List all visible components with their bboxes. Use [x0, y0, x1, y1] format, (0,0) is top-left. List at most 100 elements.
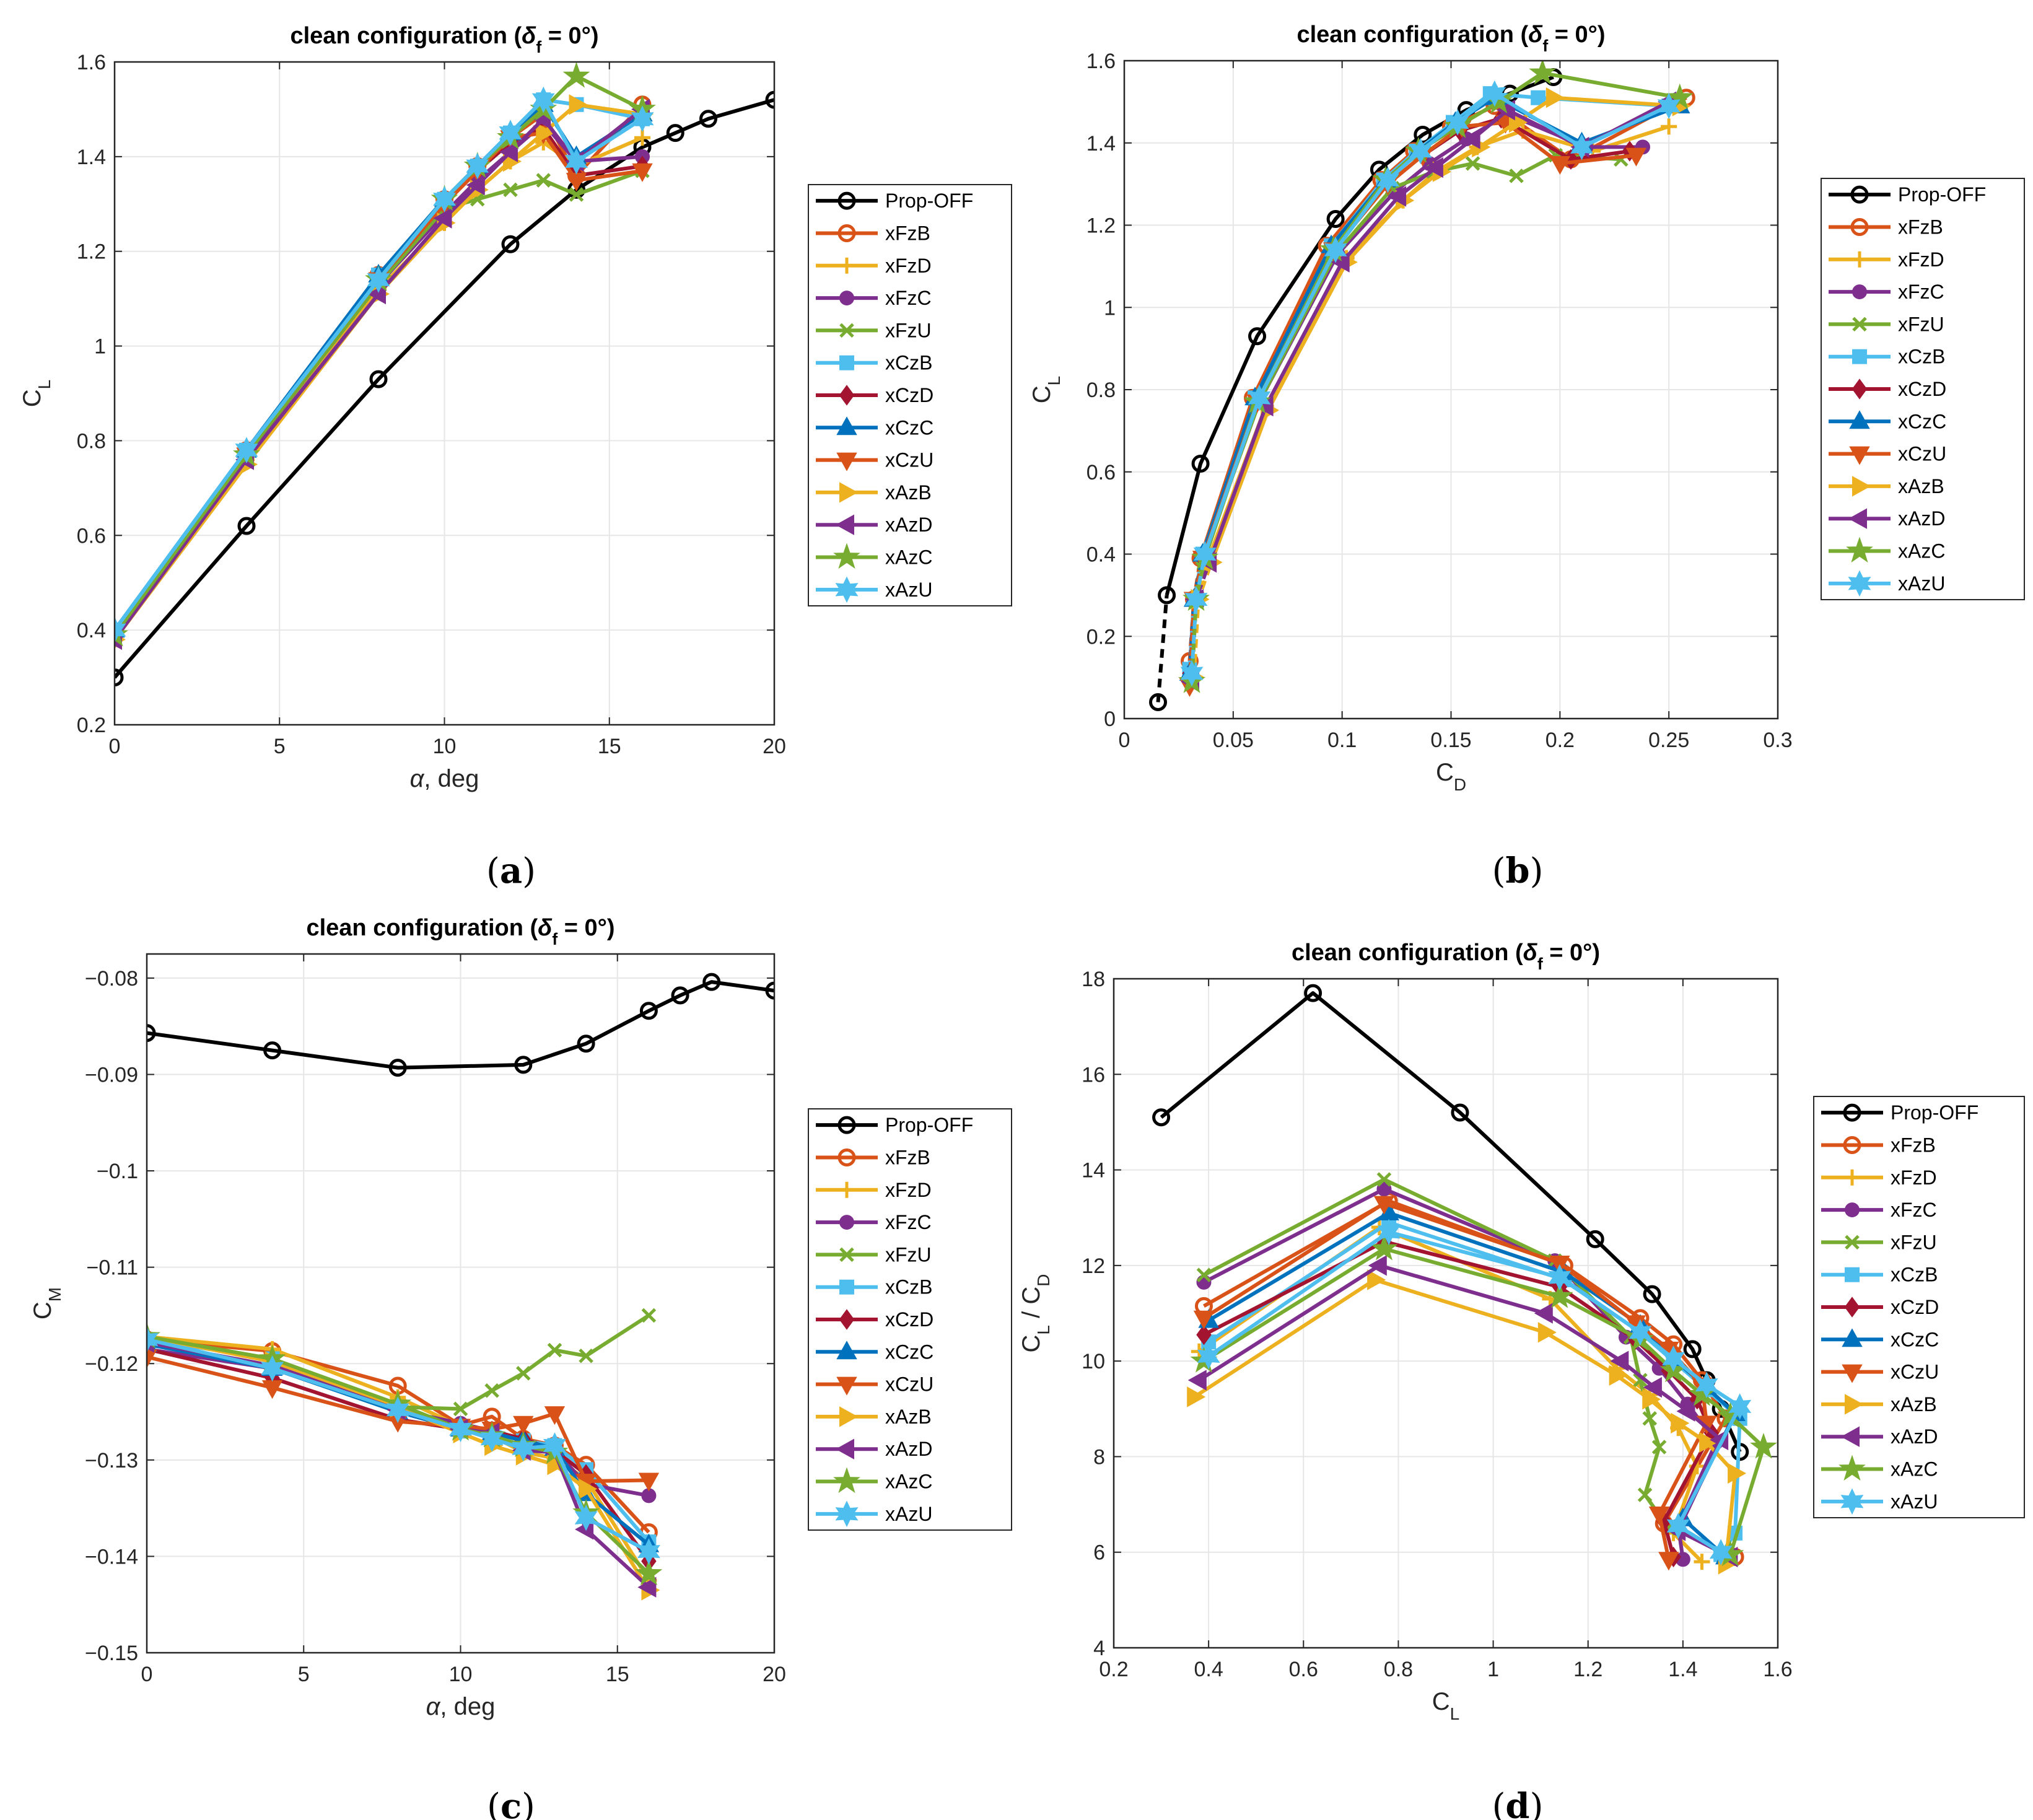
- legend-label: xFzD: [885, 255, 932, 277]
- legend-item-xAzD: xAzD: [1829, 507, 1945, 530]
- data-point: [639, 1002, 658, 1020]
- data-point: [1671, 1412, 1690, 1434]
- data-point: [1424, 157, 1443, 178]
- data-point: [765, 981, 774, 1000]
- y-tick-label: 1.4: [1086, 132, 1116, 155]
- x-tick-label: 0.4: [1194, 1658, 1223, 1681]
- legend-marker: [837, 1116, 856, 1134]
- legend-label: xFzC: [885, 1211, 932, 1233]
- y-tick-label: 16: [1082, 1063, 1105, 1087]
- x-tick-label: 0: [109, 735, 121, 758]
- legend-label: xFzC: [1898, 281, 1944, 303]
- legend-marker: [1842, 1364, 1863, 1383]
- y-tick-label: 14: [1082, 1159, 1105, 1183]
- legend-item-xAzD: xAzD: [1821, 1425, 1938, 1448]
- legend-marker: [1846, 536, 1873, 563]
- data-point: [1196, 1267, 1212, 1283]
- legend-marker: [1844, 1169, 1860, 1186]
- legend-label: xCzC: [1891, 1328, 1939, 1350]
- data-point: [1409, 138, 1432, 165]
- legend-marker: [1840, 1426, 1860, 1447]
- y-tick-label: −0.14: [85, 1545, 138, 1568]
- legend-label: xAzB: [885, 481, 932, 504]
- data-point: [531, 86, 555, 113]
- data-point: [147, 1349, 157, 1368]
- data-point: [666, 124, 684, 142]
- legend-label: xAzB: [1891, 1393, 1937, 1415]
- data-point: [1248, 327, 1267, 346]
- legend-marker: [837, 1148, 856, 1166]
- x-tick-label: 10: [433, 735, 457, 758]
- data-point: [1370, 1234, 1398, 1261]
- legend-item-xCzD: xCzD: [1821, 1296, 1939, 1318]
- legend-marker: [1849, 446, 1870, 465]
- legend-item-xAzC: xAzC: [816, 543, 932, 569]
- x-axis-label: α, deg: [426, 1693, 496, 1720]
- legend-label: xAzC: [885, 1471, 932, 1493]
- legend-label: xAzB: [1898, 475, 1944, 497]
- y-tick-label: −0.11: [86, 1256, 138, 1280]
- data-point: [1451, 1103, 1469, 1122]
- panel-label: (c): [487, 1786, 535, 1820]
- data-point: [638, 1472, 660, 1492]
- y-tick-label: 12: [1082, 1254, 1105, 1278]
- x-axis-label: CD: [1436, 759, 1466, 794]
- x-axis-label: α, deg: [410, 765, 479, 792]
- axes-box: [1123, 59, 1779, 720]
- legend: Prop-OFF xFzB xFzD xFzC xFzU xCzB xCzD xCzC xCzU…: [808, 1108, 1012, 1531]
- data-point: [480, 1425, 504, 1452]
- legend-marker: [839, 1247, 854, 1262]
- data-point: [433, 208, 452, 229]
- legend-label: xCzU: [885, 1373, 933, 1396]
- legend-marker: [833, 1467, 860, 1494]
- y-tick-label: 18: [1082, 968, 1105, 991]
- legend-label: xCzU: [1898, 443, 1946, 465]
- y-tick-label: −0.13: [85, 1449, 138, 1472]
- legend: Prop-OFF xFzB xFzD xFzC xFzU xCzB xCzD xCzC xCzU…: [1813, 1096, 2025, 1518]
- data-point: [1666, 1513, 1690, 1539]
- data-point: [1465, 156, 1480, 171]
- data-point: [1549, 155, 1571, 175]
- legend-item-xAzC: xAzC: [1829, 536, 1945, 563]
- data-point: [1149, 693, 1168, 711]
- legend-item-xFzB: xFzB: [1829, 216, 1943, 238]
- legend-label: xCzC: [885, 416, 933, 439]
- data-point: [432, 186, 457, 212]
- legend-marker: [836, 416, 857, 435]
- data-point: [1193, 1310, 1215, 1329]
- legend-marker: [1852, 251, 1868, 268]
- legend-item-xFzC: xFzC: [1829, 281, 1944, 303]
- data-point: [1529, 61, 1557, 85]
- legend-marker: [1852, 349, 1867, 364]
- legend-item-xFzD: xFzD: [816, 1179, 932, 1201]
- data-point: [1193, 541, 1217, 567]
- data-layer: [1152, 984, 1777, 1575]
- legend-label: xCzD: [885, 384, 933, 406]
- legend-label: xFzU: [885, 319, 932, 341]
- data-point: [1187, 1370, 1207, 1391]
- legend-marker: [835, 576, 859, 603]
- x-tick-label: 0.1: [1327, 728, 1357, 752]
- data-point: [1158, 586, 1176, 605]
- data-layer: [1149, 61, 1695, 711]
- data-point: [579, 1349, 593, 1363]
- legend-label: xCzB: [885, 352, 932, 374]
- legend-item-xCzU: xCzU: [1821, 1361, 1939, 1383]
- legend-label: Prop-OFF: [885, 1114, 973, 1136]
- data-point: [1196, 1274, 1212, 1290]
- legend-label: xAzU: [1898, 572, 1945, 595]
- y-tick-label: 0.2: [77, 714, 106, 737]
- x-tick-label: 1.4: [1668, 1658, 1697, 1681]
- data-point: [579, 1478, 598, 1500]
- legend-label: xCzD: [1891, 1296, 1939, 1318]
- legend-item-xFzC: xFzC: [1821, 1199, 1937, 1221]
- y-axis-label: CL: [1028, 376, 1064, 403]
- data-point: [1750, 1432, 1777, 1459]
- data-point: [1152, 1108, 1171, 1127]
- legend-label: xFzC: [885, 287, 932, 309]
- data-point: [1676, 1401, 1695, 1422]
- data-point: [1546, 1282, 1573, 1308]
- y-tick-label: −0.1: [97, 1160, 138, 1183]
- legend-label: xFzC: [1891, 1199, 1937, 1221]
- data-point: [1184, 586, 1208, 613]
